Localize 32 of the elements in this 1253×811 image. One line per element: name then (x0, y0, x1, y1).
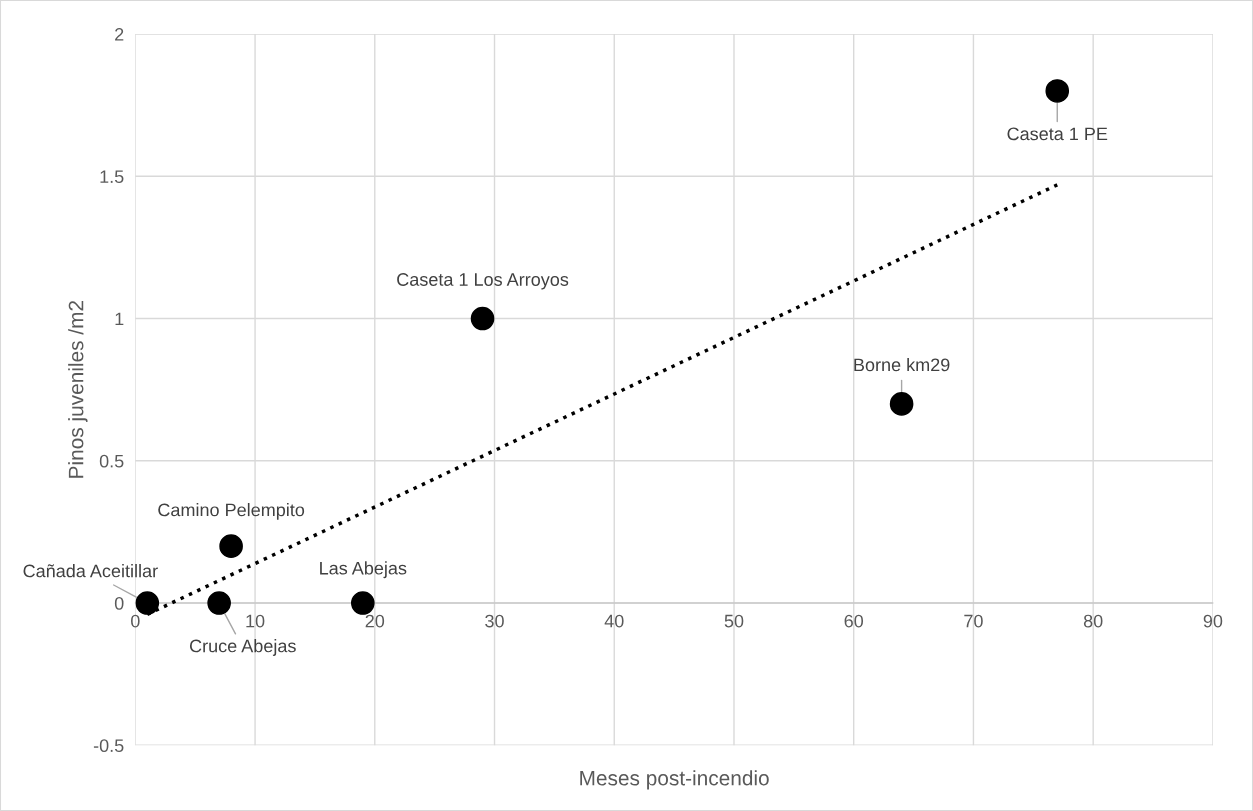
annotation: Camino Pelempito (158, 503, 305, 520)
x-tick-label: 20 (365, 614, 385, 628)
point (351, 591, 375, 615)
annotation: Caseta 1 PE (1007, 127, 1108, 141)
x-tick-label: 30 (485, 614, 504, 628)
x-tick-label: 0 (131, 614, 140, 628)
x-axis-title: Meses post-incendio (580, 770, 769, 790)
point (219, 534, 243, 558)
y-tick-label: 0 (114, 596, 124, 610)
annotation: Cruce Abejas (189, 639, 296, 656)
point (470, 306, 495, 331)
y-tick-label: 2 (115, 28, 124, 41)
point (1045, 79, 1070, 103)
annotation: Cañada Aceitillar (23, 564, 158, 578)
point (135, 591, 160, 615)
y-axis-title: Pinos juveniles /m2 (68, 300, 88, 478)
annotation: Borne km29 (854, 357, 950, 372)
y-tick-label: 0.5 (99, 454, 124, 468)
annotation: Caseta 1 Los Arroyos (397, 273, 569, 290)
x-tick-label: 10 (246, 614, 265, 628)
x-tick-label: 50 (724, 614, 744, 628)
x-tick-label: 60 (844, 614, 864, 628)
x-tick-label: 80 (1083, 614, 1103, 628)
y-tick-label: -0.5 (93, 739, 124, 753)
x-tick-label: 90 (1203, 614, 1223, 628)
point (889, 392, 914, 416)
y-tick-label: 1 (115, 312, 124, 326)
x-tick-label: 70 (964, 614, 983, 628)
point (207, 591, 231, 615)
x-tick-label: 40 (604, 614, 624, 628)
annotation: Las Abejas (320, 561, 407, 579)
y-tick-label: 1.5 (100, 170, 124, 184)
